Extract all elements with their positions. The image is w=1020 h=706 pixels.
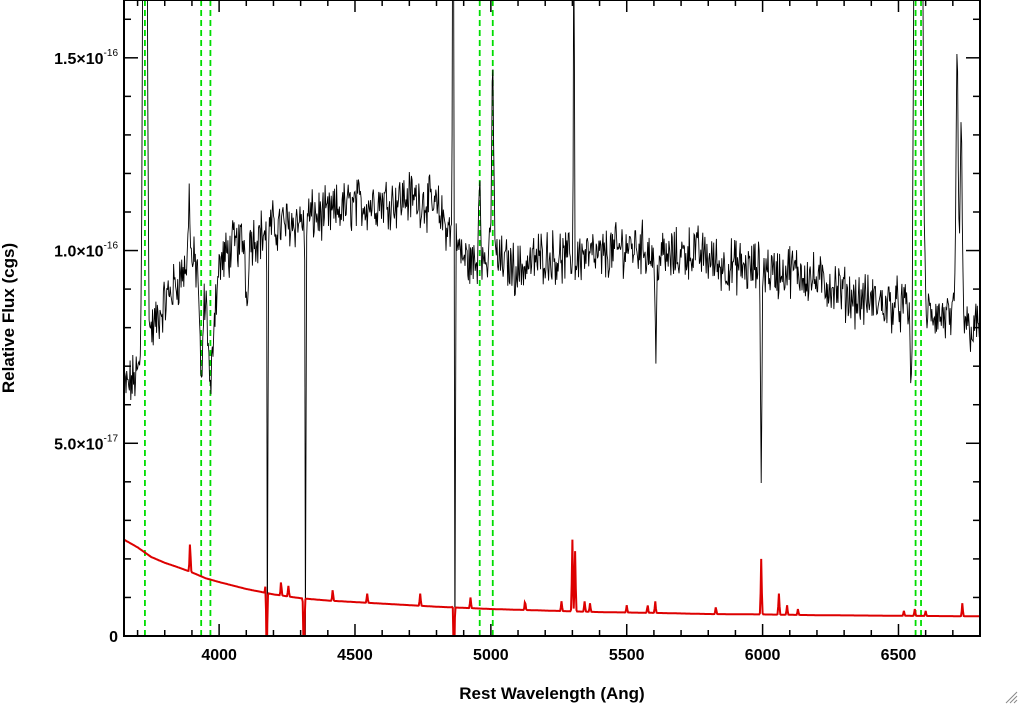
x-tick-label-2: 5000	[473, 647, 509, 664]
axis-ticks	[124, 0, 980, 636]
plot-area	[124, 0, 980, 672]
series-layer	[124, 0, 980, 672]
axes-frame	[124, 0, 980, 636]
x-tick-label-1: 4500	[337, 647, 373, 664]
resize-grip-icon[interactable]	[1004, 690, 1018, 704]
x-axis-title: Rest Wavelength (Ang)	[459, 684, 644, 703]
x-tick-label-3: 5500	[609, 647, 645, 664]
x-tick-label-0: 4000	[201, 647, 237, 664]
y-tick-label-0: 0	[109, 629, 118, 646]
x-tick-label-4: 6000	[745, 647, 781, 664]
y-tick-label-2: 1.0×10-16	[54, 241, 118, 261]
error-line	[124, 540, 980, 672]
y-tick-label-3: 1.5×10-16	[54, 48, 118, 68]
y-axis-title: Relative Flux (cgs)	[0, 243, 18, 393]
marker-lines	[145, 0, 921, 636]
tick-labels: 4000 4500 5000 5500 6000 6500 0 5.0×10-17 1.0×10…	[54, 48, 916, 664]
plot-frame	[124, 0, 980, 636]
y-tick-label-1: 5.0×10-17	[54, 433, 118, 453]
x-tick-label-5: 6500	[881, 647, 917, 664]
spectrum-line	[124, 0, 980, 666]
